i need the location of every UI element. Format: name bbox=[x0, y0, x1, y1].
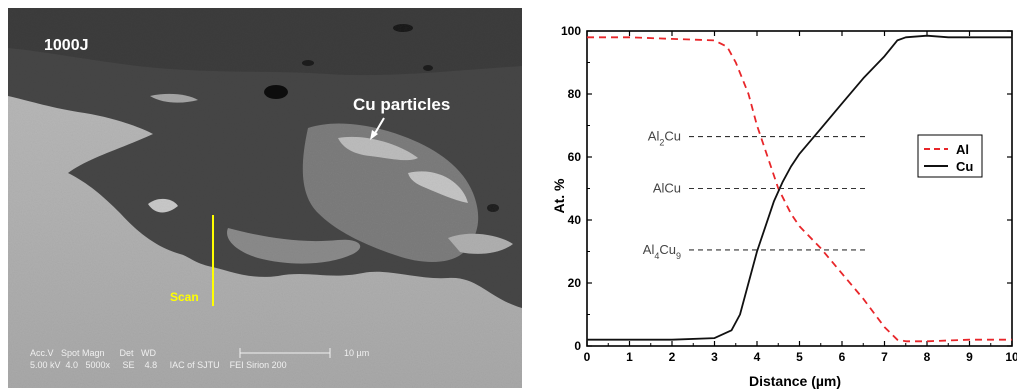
y-tick-label: 80 bbox=[568, 87, 582, 101]
particle-label: Cu particles bbox=[353, 95, 450, 114]
pore bbox=[487, 204, 499, 212]
x-tick-label: 8 bbox=[924, 350, 931, 364]
info-bar-row2: 5.00 kV 4.0 5000x SE 4.8 IAC of SJTU FEI… bbox=[30, 360, 287, 370]
series-line-cu bbox=[587, 34, 1012, 341]
bright-particle bbox=[148, 198, 178, 213]
pore bbox=[302, 60, 314, 66]
legend-label-cu: Cu bbox=[956, 159, 973, 174]
x-tick-label: 3 bbox=[711, 350, 718, 364]
x-tick-label: 7 bbox=[881, 350, 888, 364]
pore bbox=[423, 65, 433, 71]
particle-arrowhead bbox=[370, 130, 378, 140]
phase-annotations: Al2Cu AlCu Al4Cu9 bbox=[643, 129, 868, 261]
pore bbox=[393, 24, 413, 32]
y-axis-label: At. % bbox=[551, 178, 567, 214]
legend-label-al: Al bbox=[956, 142, 969, 157]
scan-label: Scan bbox=[170, 290, 199, 304]
phase-label: AlCu bbox=[653, 181, 681, 196]
x-tick-label: 4 bbox=[754, 350, 761, 364]
bright-particle bbox=[338, 136, 418, 161]
phase-label: Al2Cu bbox=[648, 129, 681, 148]
pore bbox=[264, 85, 288, 99]
legend: Al Cu bbox=[917, 134, 983, 178]
sem-micrograph: 1000J Cu particles Scan Acc.V Spot Magn … bbox=[8, 8, 522, 388]
intermetallic-layer bbox=[227, 228, 361, 264]
x-axis-label: Distance (µm) bbox=[749, 373, 841, 389]
series-group bbox=[587, 34, 1012, 343]
x-tick-label: 1 bbox=[626, 350, 633, 364]
y-tick-label: 60 bbox=[568, 150, 582, 164]
y-tick-label: 40 bbox=[568, 213, 582, 227]
info-bar-scale-label: 10 µm bbox=[344, 348, 369, 358]
legend-box bbox=[917, 134, 983, 178]
x-tick-label: 5 bbox=[796, 350, 803, 364]
info-bar-row1: Acc.V Spot Magn Det WD bbox=[30, 348, 157, 358]
particle-arrow bbox=[373, 117, 385, 136]
x-tick-label: 0 bbox=[584, 350, 591, 364]
energy-label: 1000J bbox=[44, 37, 89, 54]
x-tick-label: 6 bbox=[839, 350, 846, 364]
x-tick-label: 9 bbox=[966, 350, 973, 364]
y-tick-label: 20 bbox=[568, 276, 582, 290]
y-tick-label: 0 bbox=[574, 339, 581, 353]
bright-particle bbox=[448, 233, 513, 254]
x-tick-label: 2 bbox=[669, 350, 676, 364]
interface-zone bbox=[302, 123, 479, 263]
series-line-al bbox=[587, 36, 1012, 343]
bright-particle bbox=[408, 171, 468, 203]
bright-particle bbox=[150, 93, 198, 103]
dark-band bbox=[8, 8, 522, 76]
phase-label: Al4Cu9 bbox=[643, 242, 681, 261]
y-tick-label: 100 bbox=[561, 24, 581, 38]
x-tick-label: 10 bbox=[1005, 350, 1017, 364]
